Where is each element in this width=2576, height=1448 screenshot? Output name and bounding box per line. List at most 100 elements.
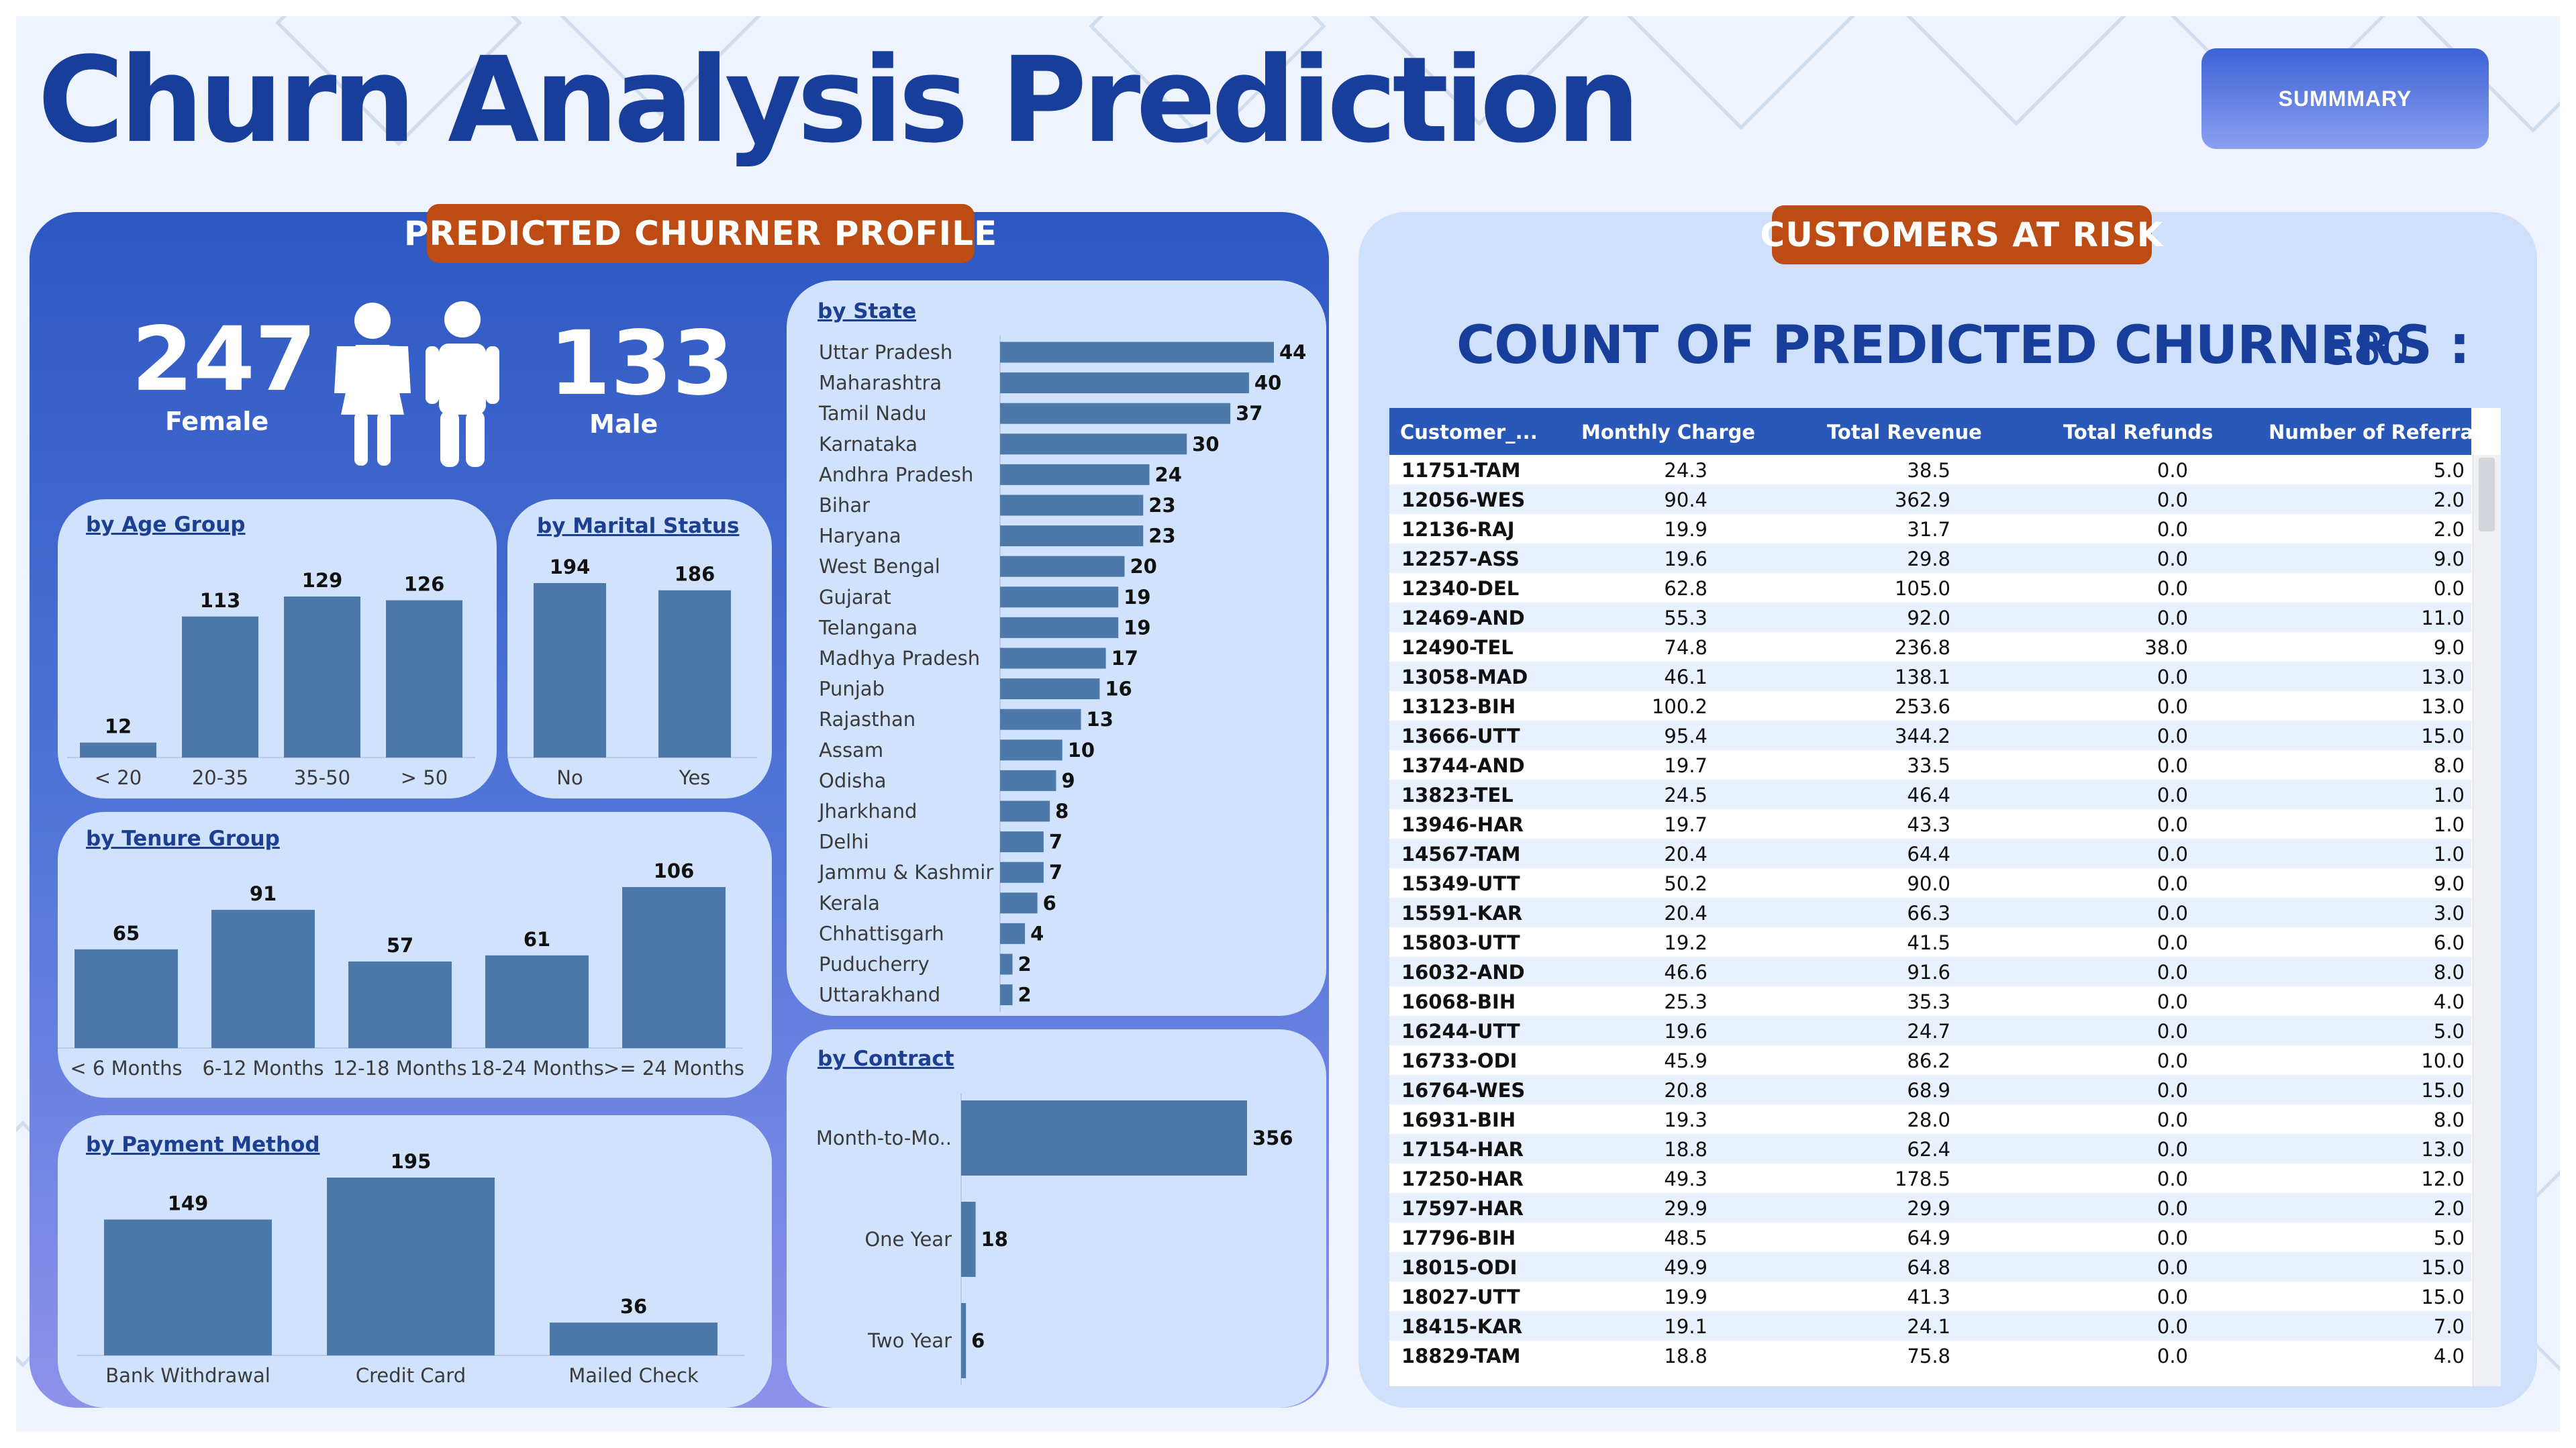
cell-total-revenue: 64.8 <box>1907 1256 1950 1279</box>
cell-total-refunds: 0.0 <box>2157 1049 2188 1072</box>
scrollbar-thumb[interactable] <box>2479 458 2495 531</box>
cell-customer-id: 13744-AND <box>1401 754 1525 777</box>
table-row[interactable]: 13123-BIH 100.2 253.6 0.0 13.0 <box>1389 691 2471 721</box>
cell-monthly-charge: 19.9 <box>1664 518 1707 541</box>
cell-monthly-charge: 20.4 <box>1664 902 1707 925</box>
table-row[interactable]: 17597-HAR 29.9 29.9 0.0 2.0 <box>1389 1193 2471 1223</box>
table-row[interactable]: 12056-WES 90.4 362.9 0.0 2.0 <box>1389 484 2471 514</box>
bar <box>1000 800 1050 822</box>
table-row[interactable]: 16032-AND 46.6 91.6 0.0 8.0 <box>1389 957 2471 986</box>
table-row[interactable]: 16764-WES 20.8 68.9 0.0 15.0 <box>1389 1075 2471 1104</box>
cell-customer-id: 17597-HAR <box>1401 1197 1524 1220</box>
bar <box>658 590 731 758</box>
cell-monthly-charge: 19.6 <box>1664 1020 1707 1043</box>
table-row[interactable]: 12490-TEL 74.8 236.8 38.0 9.0 <box>1389 632 2471 662</box>
cell-monthly-charge: 19.7 <box>1664 813 1707 836</box>
category-label: Telangana <box>818 616 918 639</box>
category-label: Jharkhand <box>818 800 917 823</box>
table-row[interactable]: 12136-RAJ 19.9 31.7 0.0 2.0 <box>1389 514 2471 544</box>
table-row[interactable]: 13666-UTT 95.4 344.2 0.0 15.0 <box>1389 721 2471 750</box>
table-row[interactable]: 18015-ODI 49.9 64.8 0.0 15.0 <box>1389 1252 2471 1282</box>
bar <box>961 1202 976 1277</box>
bar <box>1000 892 1038 914</box>
table-row[interactable]: 16068-BIH 25.3 35.3 0.0 4.0 <box>1389 986 2471 1016</box>
table-row[interactable]: 12340-DEL 62.8 105.0 0.0 0.0 <box>1389 573 2471 603</box>
category-label: West Bengal <box>819 555 940 578</box>
table-row[interactable]: 17796-BIH 48.5 64.9 0.0 5.0 <box>1389 1223 2471 1252</box>
marital-status-title: by Marital Status <box>537 514 740 538</box>
bar <box>386 600 462 758</box>
table-row[interactable]: 18027-UTT 19.9 41.3 0.0 15.0 <box>1389 1282 2471 1311</box>
data-label: 10 <box>1068 739 1095 762</box>
data-label: 20 <box>1130 555 1156 578</box>
data-label: 2 <box>1018 984 1032 1006</box>
column-header-total-revenue[interactable]: Total Revenue <box>1827 421 1982 444</box>
cell-total-revenue: 35.3 <box>1907 990 1950 1013</box>
cell-referrals: 4.0 <box>2433 990 2465 1013</box>
table-row[interactable]: 11751-TAM 24.3 38.5 0.0 5.0 <box>1389 455 2471 484</box>
cell-total-revenue: 92.0 <box>1907 607 1950 629</box>
table-row[interactable]: 15591-KAR 20.4 66.3 0.0 3.0 <box>1389 898 2471 927</box>
data-label: 23 <box>1148 525 1175 548</box>
data-label: 7 <box>1049 861 1062 884</box>
male-count: 133 <box>549 312 734 415</box>
bar <box>104 1219 272 1355</box>
table-row[interactable]: 14567-TAM 20.4 64.4 0.0 1.0 <box>1389 839 2471 868</box>
cell-total-revenue: 46.4 <box>1907 784 1950 807</box>
cell-referrals: 11.0 <box>2421 607 2465 629</box>
cell-customer-id: 15349-UTT <box>1401 872 1520 895</box>
cell-monthly-charge: 46.6 <box>1664 961 1707 984</box>
table-row[interactable]: 13744-AND 19.7 33.5 0.0 8.0 <box>1389 750 2471 780</box>
table-row[interactable]: 15349-UTT 50.2 90.0 0.0 9.0 <box>1389 868 2471 898</box>
column-header-monthly-charge[interactable]: Monthly Charge <box>1581 421 1756 444</box>
cell-monthly-charge: 48.5 <box>1664 1227 1707 1249</box>
cell-referrals: 8.0 <box>2433 961 2465 984</box>
table-row[interactable]: 18415-KAR 19.1 24.1 0.0 7.0 <box>1389 1311 2471 1341</box>
table-row[interactable]: 13823-TEL 24.5 46.4 0.0 1.0 <box>1389 780 2471 809</box>
summary-button[interactable]: SUMMMARY <box>2201 48 2489 149</box>
table-scrollbar[interactable] <box>2473 455 2501 1386</box>
data-label: 186 <box>675 563 715 586</box>
cell-total-refunds: 0.0 <box>2157 695 2188 718</box>
cell-referrals: 6.0 <box>2433 931 2465 954</box>
age-group-title: by Age Group <box>86 513 246 537</box>
cell-total-revenue: 24.7 <box>1907 1020 1950 1043</box>
male-label: Male <box>589 409 658 439</box>
contract-chart: 356 Month-to-Mo.. 18 One Year 6 Two Year <box>816 1094 1293 1385</box>
table-row[interactable]: 17250-HAR 49.3 178.5 0.0 12.0 <box>1389 1163 2471 1193</box>
table-row[interactable]: 17154-HAR 18.8 62.4 0.0 13.0 <box>1389 1134 2471 1163</box>
table-row[interactable]: 15803-UTT 19.2 41.5 0.0 6.0 <box>1389 927 2471 957</box>
table-row[interactable]: 13058-MAD 46.1 138.1 0.0 13.0 <box>1389 662 2471 691</box>
column-header-total-refunds[interactable]: Total Refunds <box>2063 421 2214 444</box>
cell-total-revenue: 91.6 <box>1907 961 1950 984</box>
cell-customer-id: 18027-UTT <box>1401 1286 1520 1308</box>
cell-total-revenue: 344.2 <box>1894 725 1950 747</box>
cell-total-revenue: 66.3 <box>1907 902 1950 925</box>
cell-referrals: 0.0 <box>2433 577 2465 600</box>
cell-referrals: 8.0 <box>2433 754 2465 777</box>
data-label: 356 <box>1252 1127 1293 1149</box>
data-label: 23 <box>1148 494 1175 517</box>
data-label: 126 <box>404 573 445 596</box>
cell-monthly-charge: 29.9 <box>1664 1197 1707 1220</box>
data-label: 91 <box>250 882 277 905</box>
table-row[interactable]: 16733-ODI 45.9 86.2 0.0 10.0 <box>1389 1045 2471 1075</box>
column-header-customer[interactable]: Customer_... <box>1400 421 1538 444</box>
table-row[interactable]: 18829-TAM 18.8 75.8 0.0 4.0 <box>1389 1341 2471 1370</box>
table-row[interactable]: 12469-AND 55.3 92.0 0.0 11.0 <box>1389 603 2471 632</box>
cell-monthly-charge: 24.3 <box>1664 459 1707 482</box>
cell-monthly-charge: 49.9 <box>1664 1256 1707 1279</box>
bar <box>348 961 452 1048</box>
data-label: 44 <box>1279 341 1306 364</box>
table-row[interactable]: 13946-HAR 19.7 43.3 0.0 1.0 <box>1389 809 2471 839</box>
column-header-referrals[interactable]: Number of Referrals <box>2269 421 2492 444</box>
cell-monthly-charge: 18.8 <box>1664 1345 1707 1367</box>
cell-monthly-charge: 19.2 <box>1664 931 1707 954</box>
table-row[interactable]: 12257-ASS 19.6 29.8 0.0 9.0 <box>1389 544 2471 573</box>
cell-customer-id: 13823-TEL <box>1401 784 1514 807</box>
table-row[interactable]: 16931-BIH 19.3 28.0 0.0 8.0 <box>1389 1104 2471 1134</box>
cell-referrals: 13.0 <box>2421 1138 2465 1161</box>
bar <box>485 955 589 1048</box>
table-row[interactable]: 16244-UTT 19.6 24.7 0.0 5.0 <box>1389 1016 2471 1045</box>
bar <box>1000 709 1081 730</box>
